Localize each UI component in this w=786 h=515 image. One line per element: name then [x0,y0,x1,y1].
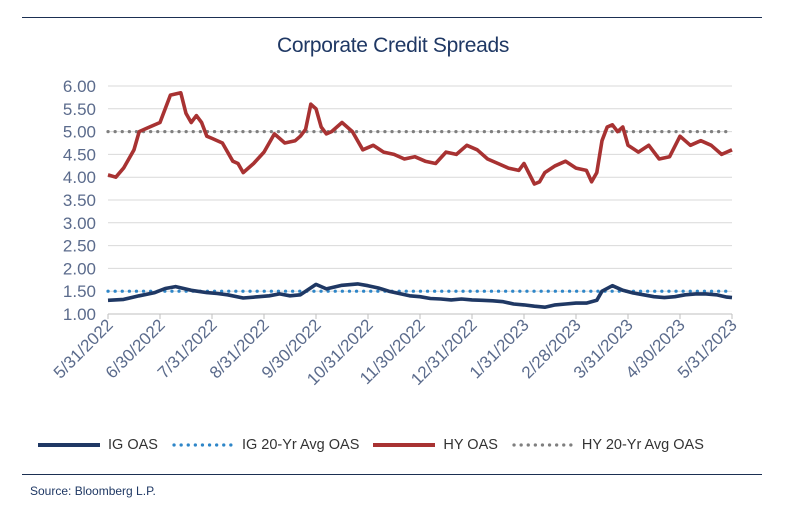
series-lines [106,91,734,310]
y-tick-label: 3.50 [63,191,96,210]
y-tick-labels: 6.00 5.50 5.00 4.50 4.00 3.50 3.00 2.50 2.00 1.50… [63,77,96,324]
x-tick-labels: 5/31/20226/30/20227/31/20228/31/20229/30… [50,315,741,389]
bottom-rule [22,474,762,475]
y-tick-label: 1.50 [63,282,96,301]
y-tick-label: 3.00 [63,214,96,233]
y-tick-label: 4.50 [63,145,96,164]
chart-title: Corporate Credit Spreads [276,34,510,57]
y-tick-label: 2.50 [63,237,96,256]
y-tick-label: 5.00 [63,123,96,142]
top-rule [22,17,762,18]
series-line-ig-oas [107,282,733,310]
legend-item-hy-oas: HY OAS [373,437,498,453]
legend-label-ig-oas: IG OAS [108,437,158,453]
legend-swatch-hy-oas [373,440,436,450]
y-tick-label: 4.00 [63,168,96,187]
legend-item-ig-oas: IG OAS [38,437,158,453]
series-line-hy-oas [107,91,733,186]
legend: IG OAS IG 20-Yr Avg OAS HY OAS HY 20-Yr … [38,434,758,456]
legend-item-ig-avg: IG 20-Yr Avg OAS [172,437,359,453]
source-note: Source: Bloomberg L.P. [30,484,156,498]
legend-label-hy-avg: HY 20-Yr Avg OAS [581,437,704,453]
y-tick-label: 5.50 [63,100,96,119]
legend-swatch-ig-avg [172,440,234,450]
legend-label-hy-oas: HY OAS [443,437,498,453]
y-tick-label: 1.00 [63,305,96,324]
y-tick-label: 6.00 [63,77,96,96]
y-tick-label: 2.00 [63,259,96,278]
legend-swatch-hy-avg [512,440,574,450]
legend-item-hy-avg: HY 20-Yr Avg OAS [512,437,704,453]
legend-swatch-ig-oas [38,440,100,450]
legend-label-ig-avg: IG 20-Yr Avg OAS [241,437,360,453]
